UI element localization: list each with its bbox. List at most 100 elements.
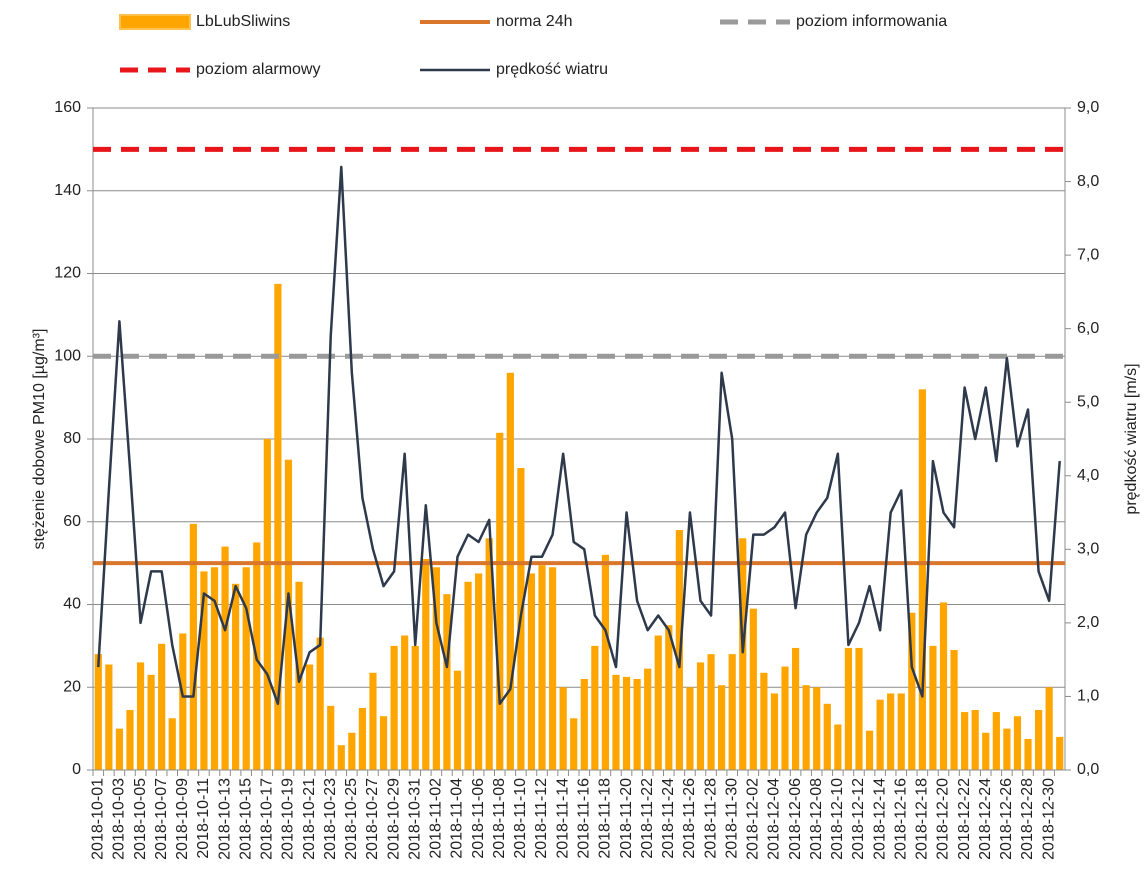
bar xyxy=(147,674,155,770)
bar xyxy=(496,432,504,770)
y2-axis-label: prędkość wiatru [m/s] xyxy=(1123,363,1140,514)
bar xyxy=(1013,716,1022,770)
line xyxy=(97,165,1061,706)
x-tick-label: 2018-12-06 xyxy=(787,778,804,860)
y2-tick-label: 5,0 xyxy=(1077,393,1099,410)
x-tick-label: 2018-12-20 xyxy=(935,778,952,860)
bar xyxy=(612,674,620,770)
bar xyxy=(622,676,631,770)
bar xyxy=(707,654,715,770)
bar xyxy=(232,583,240,770)
y-tick-label: 140 xyxy=(54,182,81,199)
bar xyxy=(696,662,705,770)
bar xyxy=(284,459,293,770)
bar xyxy=(749,608,757,770)
bar xyxy=(876,699,884,770)
bar xyxy=(844,647,853,770)
x-tick-label: 2018-10-23 xyxy=(322,778,339,860)
bar xyxy=(390,645,398,770)
x-tick-label: 2018-12-04 xyxy=(766,778,783,860)
y2-tick-label: 9,0 xyxy=(1077,99,1099,116)
x-tick-label: 2018-12-12 xyxy=(850,778,867,860)
x-tick-label: 2018-11-14 xyxy=(554,778,571,859)
bar xyxy=(971,710,979,770)
bar xyxy=(897,693,905,770)
bar xyxy=(1045,687,1053,770)
x-tick-label: 2018-12-22 xyxy=(956,778,973,860)
bar xyxy=(210,567,219,770)
x-tick-label: 2018-12-10 xyxy=(829,778,846,860)
y2-tick-label: 1,0 xyxy=(1077,688,1099,705)
bar xyxy=(432,567,440,770)
bar xyxy=(485,538,493,770)
y2-tick-label: 0,0 xyxy=(1077,761,1099,778)
bar xyxy=(939,602,948,770)
bar xyxy=(718,685,726,770)
bar xyxy=(538,565,546,770)
bar xyxy=(274,283,282,770)
y-axis-label: stężenie dobowe PM10 [µg/m³] xyxy=(31,329,48,550)
bar xyxy=(168,718,176,770)
bar xyxy=(781,666,789,770)
x-tick-label: 2018-12-08 xyxy=(808,778,825,860)
bar xyxy=(115,728,124,770)
bar xyxy=(929,645,937,770)
y2-tick-label: 8,0 xyxy=(1077,173,1099,190)
bar xyxy=(791,647,800,770)
y-tick-label: 40 xyxy=(63,596,81,613)
y-tick-label: 20 xyxy=(63,678,81,695)
bar xyxy=(813,687,821,770)
bar xyxy=(739,538,747,770)
bar xyxy=(316,637,324,770)
bar xyxy=(369,672,377,770)
x-tick-label: 2018-10-25 xyxy=(343,778,360,860)
bar xyxy=(411,645,419,770)
bar xyxy=(221,546,229,770)
bar xyxy=(263,439,271,770)
bar xyxy=(453,670,462,770)
x-tick-label: 2018-10-11 xyxy=(195,778,212,859)
bar xyxy=(94,654,102,770)
bar xyxy=(686,687,694,770)
bar xyxy=(242,567,250,770)
bar xyxy=(189,523,197,770)
x-tick-label: 2018-10-09 xyxy=(174,778,191,860)
bar xyxy=(464,581,472,770)
x-tick-label: 2018-12-14 xyxy=(871,778,888,860)
bar xyxy=(950,650,958,770)
x-tick-label: 2018-11-12 xyxy=(533,778,550,859)
x-tick-label: 2018-10-01 xyxy=(90,778,107,860)
bar xyxy=(961,712,969,770)
legend-swatch xyxy=(119,14,191,30)
bar xyxy=(506,372,514,770)
bar xyxy=(379,716,388,770)
x-tick-label: 2018-10-07 xyxy=(153,778,170,860)
x-tick-label: 2018-12-18 xyxy=(914,778,931,860)
bar xyxy=(327,705,335,770)
y-tick-label: 80 xyxy=(63,430,81,447)
bar xyxy=(559,687,567,770)
bar xyxy=(548,567,557,770)
x-tick-label: 2018-11-20 xyxy=(618,778,635,859)
x-tick-label: 2018-10-19 xyxy=(280,778,297,860)
x-tick-label: 2018-11-04 xyxy=(449,778,466,859)
bar xyxy=(443,594,451,770)
bar xyxy=(601,554,610,770)
x-tick-label: 2018-11-18 xyxy=(597,778,614,859)
x-tick-label: 2018-11-06 xyxy=(470,778,487,859)
legend-label: poziom alarmowy xyxy=(196,61,320,78)
bar xyxy=(305,664,314,770)
bar xyxy=(654,635,662,770)
x-tick-label: 2018-11-30 xyxy=(723,778,740,859)
bar xyxy=(337,745,345,770)
bar xyxy=(865,730,874,770)
bar xyxy=(908,612,916,770)
bar xyxy=(126,710,134,770)
x-tick-label: 2018-11-10 xyxy=(512,778,529,859)
bar xyxy=(665,625,673,770)
bar xyxy=(105,664,113,770)
bar xyxy=(633,678,641,770)
bar xyxy=(1056,736,1064,770)
bar xyxy=(992,712,1000,770)
